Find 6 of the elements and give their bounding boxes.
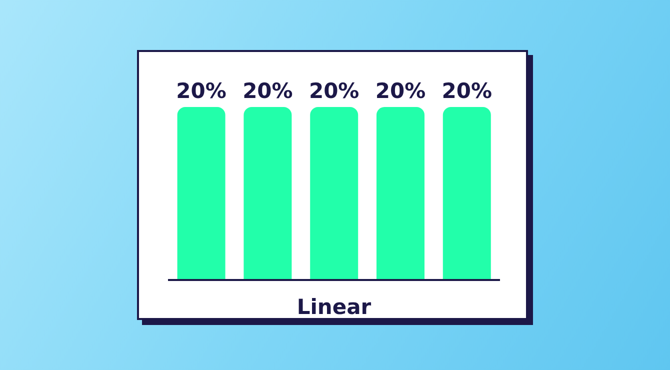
data-label: 20% (308, 79, 360, 103)
data-label: 20% (176, 79, 226, 103)
x-axis-title: Linear (296, 295, 372, 319)
data-label: 20% (375, 79, 426, 103)
data-label: 20% (242, 79, 293, 103)
data-label: 20% (442, 79, 492, 103)
